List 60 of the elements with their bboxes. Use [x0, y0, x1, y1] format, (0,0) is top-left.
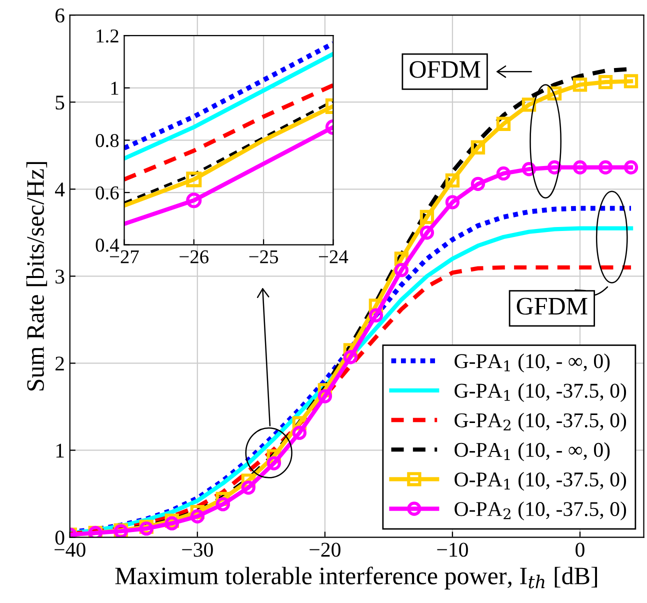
point	[598, 160, 613, 174]
legend-label: O-PA$_{2}$ (10, -37.5, 0)	[454, 501, 626, 520]
x-tick-label: −24	[318, 250, 348, 264]
point	[343, 350, 358, 364]
x-tick-label: −20	[310, 542, 340, 557]
point	[164, 516, 179, 530]
point	[445, 173, 460, 188]
y-tick-label: 0.8	[96, 134, 119, 148]
annotation: OFDM	[410, 61, 480, 78]
point	[624, 74, 638, 88]
line-series	[124, 52, 334, 161]
point	[394, 262, 409, 278]
point	[241, 480, 256, 495]
point	[470, 140, 486, 154]
point	[216, 497, 230, 512]
x-tick-label: −26	[180, 250, 209, 264]
point	[420, 210, 434, 224]
y-tick-label: 1.2	[96, 29, 118, 43]
point	[522, 162, 536, 176]
y-tick-label: 0.4	[96, 238, 120, 252]
annotation: GFDM	[516, 298, 588, 315]
y-tick-label: 0	[55, 530, 64, 545]
legend-label: G-PA$_{1}$ (10, -37.5, 0)	[454, 383, 626, 402]
x-tick-label: −25	[249, 250, 278, 264]
point	[318, 389, 332, 404]
x-axis-title: Maximum tolerable interference power, I$_{th}$ [dB]	[115, 566, 597, 590]
point	[470, 176, 486, 192]
point	[624, 160, 638, 174]
point	[572, 78, 588, 92]
point	[266, 456, 282, 470]
x-tick-label: −27	[110, 250, 139, 264]
legend-label: O-PA$_{1}$ (10, - ∞, 0)	[454, 442, 610, 462]
y-axis-title: Sum Rate [bits/sec/Hz]	[26, 162, 48, 390]
x-tick-label: −40	[54, 542, 86, 557]
y-tick-label: 6	[55, 8, 64, 23]
y-tick-label: 2	[56, 356, 64, 370]
legend-label: O-PA$_{1}$ (10, -37.5, 0)	[454, 472, 626, 491]
line-series	[124, 83, 334, 182]
y-tick-label: 0.6	[96, 186, 119, 200]
point	[496, 116, 511, 131]
legend-label: G-PA$_{2}$ (10, -37.5, 0)	[454, 412, 626, 432]
point	[547, 86, 562, 100]
x-tick-label: 0	[576, 542, 584, 557]
point	[190, 509, 204, 524]
y-tick-label: 5	[56, 96, 64, 110]
y-tick-label: 4	[55, 182, 65, 196]
y-tick-label: 3	[56, 270, 64, 284]
point	[292, 426, 307, 440]
legend-label: G-PA$_{1}$ (10, - ∞, 0)	[454, 354, 610, 372]
x-tick-label: −10	[437, 542, 468, 557]
line-series	[124, 40, 334, 150]
y-tick-label: 1	[111, 82, 118, 95]
point	[496, 166, 511, 181]
point	[420, 226, 434, 240]
point	[598, 75, 613, 90]
x-tick-label: −30	[182, 542, 213, 557]
point	[445, 195, 460, 210]
point	[368, 308, 384, 322]
y-tick-label: 1	[56, 444, 64, 458]
point	[572, 160, 588, 174]
